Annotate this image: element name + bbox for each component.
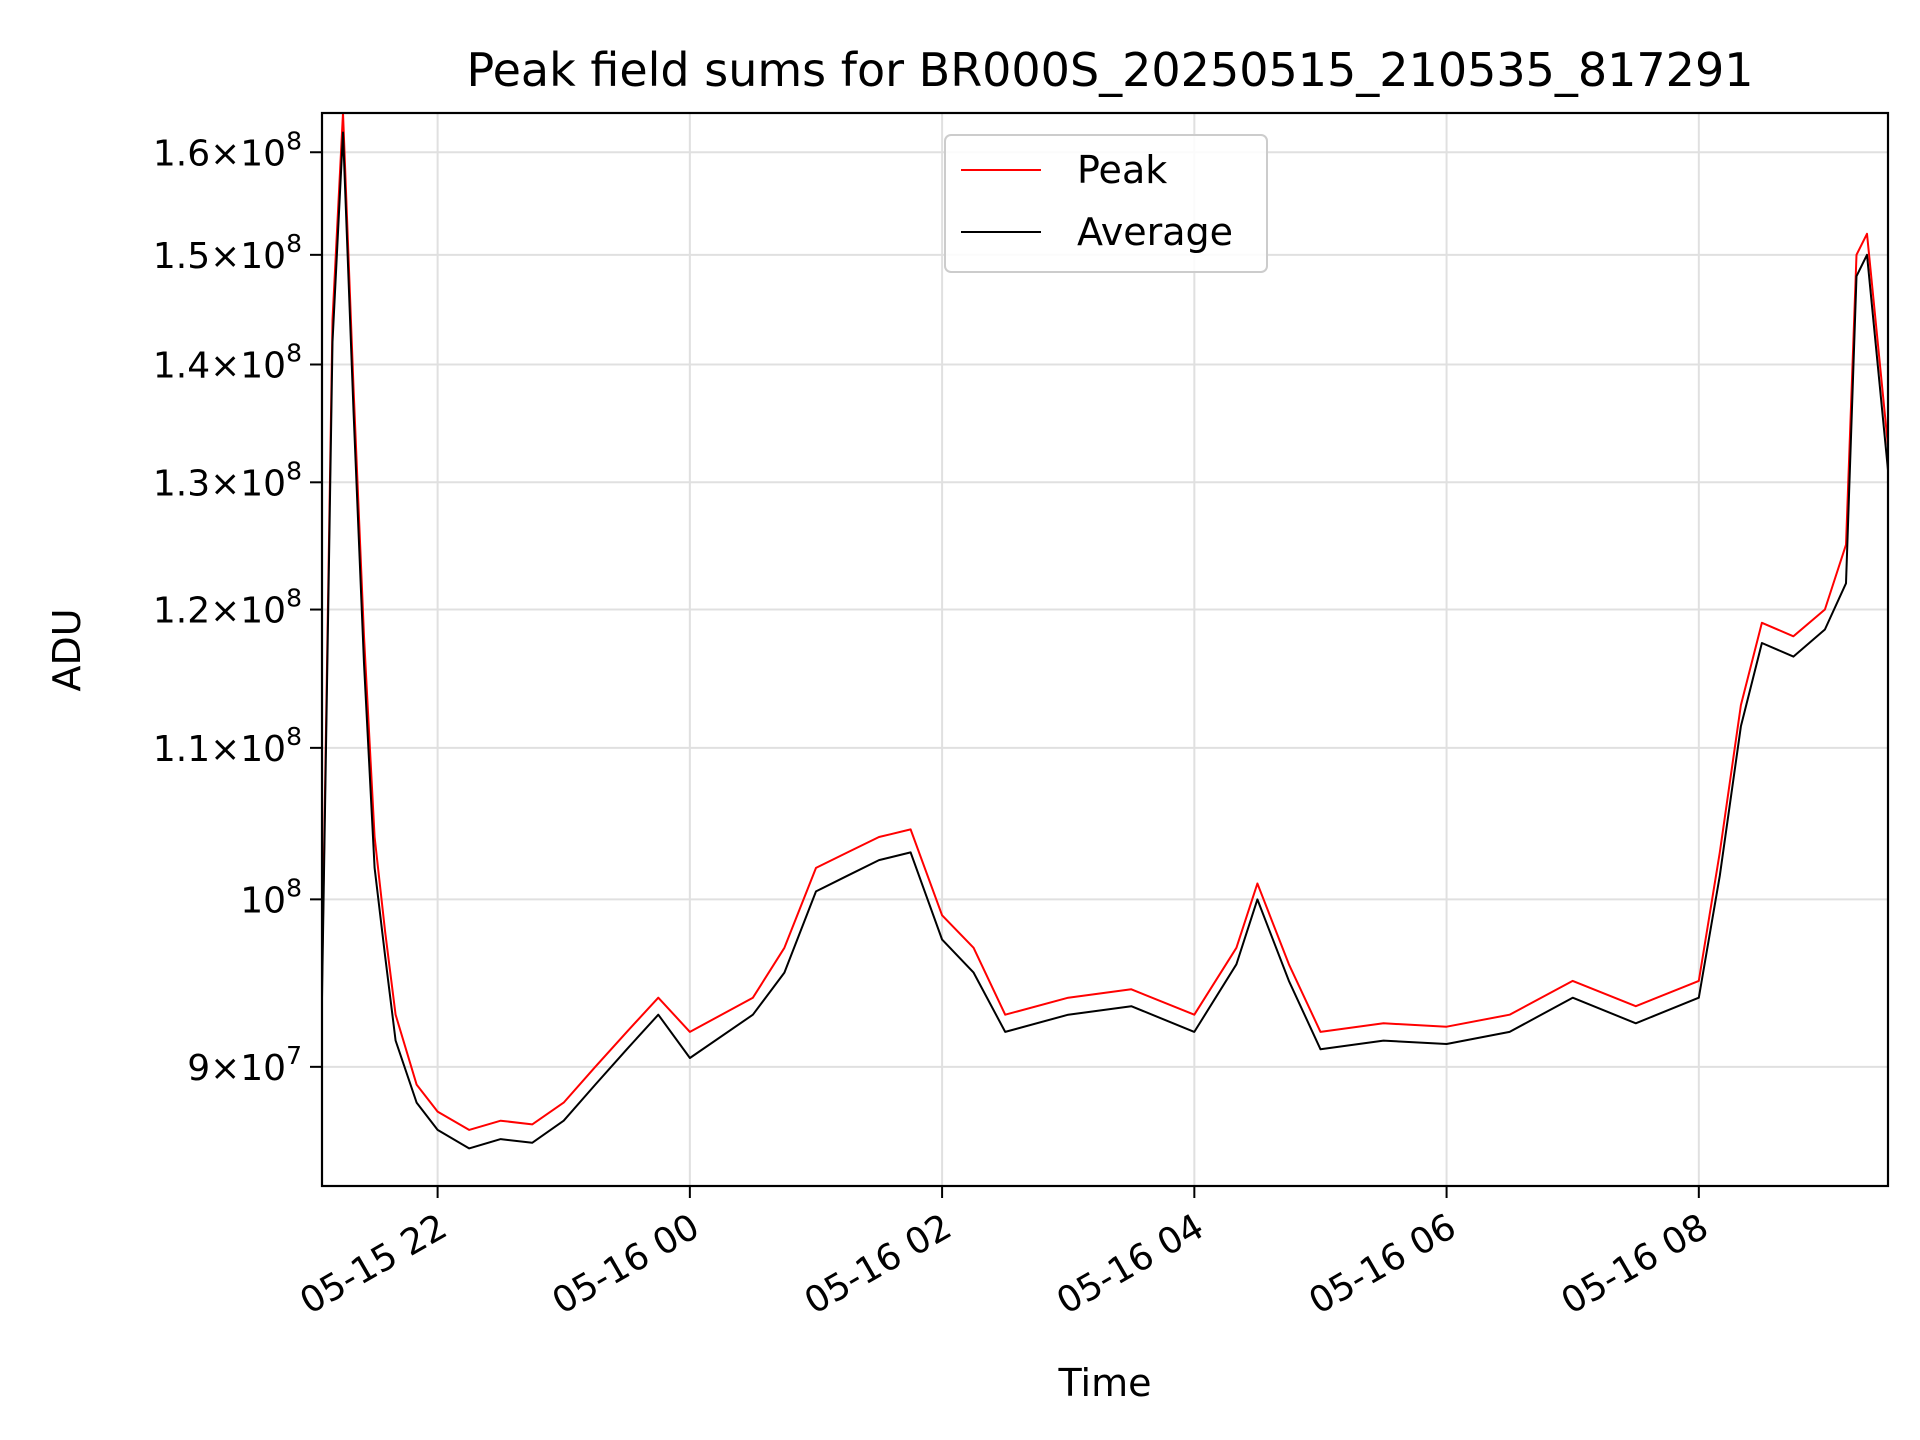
x-axis-ticks: 05-15 22 05-16 00 05-16 02 05-16 04 05-16 06… bbox=[293, 1186, 1715, 1323]
x-tick-label: 05-16 08 bbox=[1555, 1206, 1716, 1322]
y-tick-label: 1.5×108 bbox=[153, 229, 302, 277]
x-tick-label: 05-16 06 bbox=[1302, 1206, 1463, 1322]
x-tick-label: 05-16 04 bbox=[1050, 1206, 1211, 1322]
y-axis-label: ADU bbox=[45, 608, 89, 691]
y-tick-label: 9×107 bbox=[187, 1041, 302, 1089]
x-tick-label: 05-16 00 bbox=[546, 1206, 707, 1322]
grid-lines bbox=[322, 113, 1888, 1186]
y-tick-label: 108 bbox=[240, 873, 302, 921]
series-line-peak bbox=[321, 112, 1889, 1131]
y-tick-label: 1.4×108 bbox=[153, 339, 302, 387]
chart-title: Peak field sums for BR000S_20250515_2105… bbox=[467, 43, 1754, 97]
series-line-average bbox=[321, 131, 1889, 1150]
legend: Peak Average bbox=[944, 134, 1268, 273]
y-tick-label: 1.6×108 bbox=[153, 126, 302, 174]
legend-label: Peak bbox=[1077, 148, 1167, 192]
series-layer bbox=[321, 112, 1889, 1150]
y-axis-ticks: 9×107 108 1.1×108 1.2×108 1.3×108 1.4×108 1.5×… bbox=[153, 126, 322, 1089]
x-tick-label: 05-16 02 bbox=[798, 1206, 959, 1322]
x-tick-label: 05-15 22 bbox=[293, 1206, 454, 1322]
y-tick-label: 1.1×108 bbox=[153, 722, 302, 770]
plot-frame bbox=[320, 111, 1890, 1188]
y-tick-label: 1.3×108 bbox=[153, 456, 302, 504]
x-axis-label: Time bbox=[1058, 1361, 1152, 1405]
legend-label: Average bbox=[1077, 210, 1233, 254]
y-tick-label: 1.2×108 bbox=[153, 584, 302, 632]
